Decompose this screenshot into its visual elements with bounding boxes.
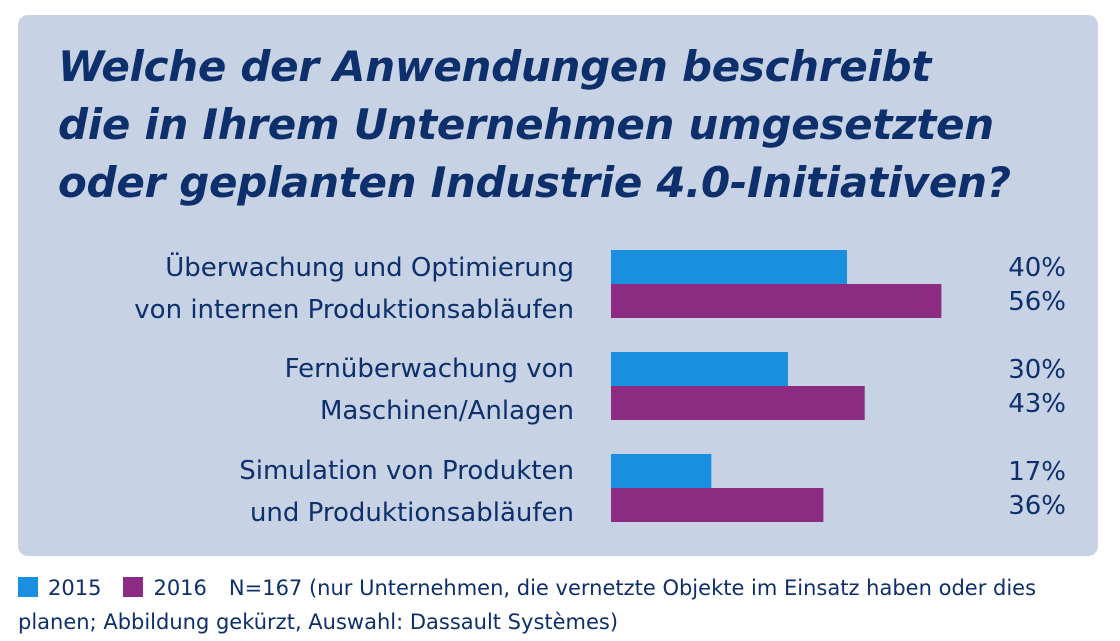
legend-label-2016: 2016: [153, 576, 207, 600]
bar-2016-3: [611, 488, 824, 522]
legend-swatch-2016: [123, 577, 144, 597]
legend-item-2016: 2016: [123, 576, 207, 600]
chart-title: Welche der Anwendungen beschreibt die in…: [58, 38, 1011, 212]
category-label-2-line-2: Maschinen/Anlagen: [319, 396, 574, 426]
category-label-3: Simulation von Produkten und Produktions…: [239, 450, 574, 534]
value-label-2016-1: 56%: [1008, 287, 1066, 317]
bar-2015-3: [611, 454, 712, 488]
value-label-2015-1: 40%: [1008, 253, 1066, 283]
category-label-2: Fernüberwachung von Maschinen/Anlagen: [285, 348, 574, 432]
title-line-2: die in Ihrem Unternehmen umgesetzten: [58, 100, 994, 149]
value-label-2015-3: 17%: [1008, 457, 1066, 487]
category-label-3-line-2: und Produktionsabläufen: [249, 498, 574, 528]
bar-2016-2: [611, 386, 865, 420]
category-label-2-line-1: Fernüberwachung von: [284, 354, 574, 384]
title-line-1: Welche der Anwendungen beschreibt: [58, 42, 932, 91]
title-line-3: oder geplanten Industrie 4.0-Initiativen…: [58, 158, 1011, 207]
category-label-3-line-1: Simulation von Produkten: [239, 456, 574, 486]
category-label-1-line-2: von internen Produktionsabläufen: [134, 295, 574, 325]
category-label-1: Überwachung und Optimierung von internen…: [134, 247, 574, 331]
value-label-2016-3: 36%: [1008, 491, 1066, 521]
value-label-2015-2: 30%: [1008, 355, 1066, 385]
legend-label-2015: 2015: [48, 576, 102, 600]
sample-note: N=167 (nur Unternehmen, die vernetzte Ob…: [18, 576, 1037, 634]
bar-2015-1: [611, 250, 847, 284]
legend: 2015 2016 N=167 (nur Unternehmen, die vern…: [18, 571, 1108, 639]
category-label-1-line-1: Überwachung und Optimierung: [165, 253, 574, 283]
bar-2016-1: [611, 284, 942, 318]
legend-item-2015: 2015: [18, 576, 101, 600]
value-label-2016-2: 43%: [1008, 389, 1066, 419]
bar-2015-2: [611, 352, 788, 386]
legend-swatch-2015: [18, 577, 38, 597]
